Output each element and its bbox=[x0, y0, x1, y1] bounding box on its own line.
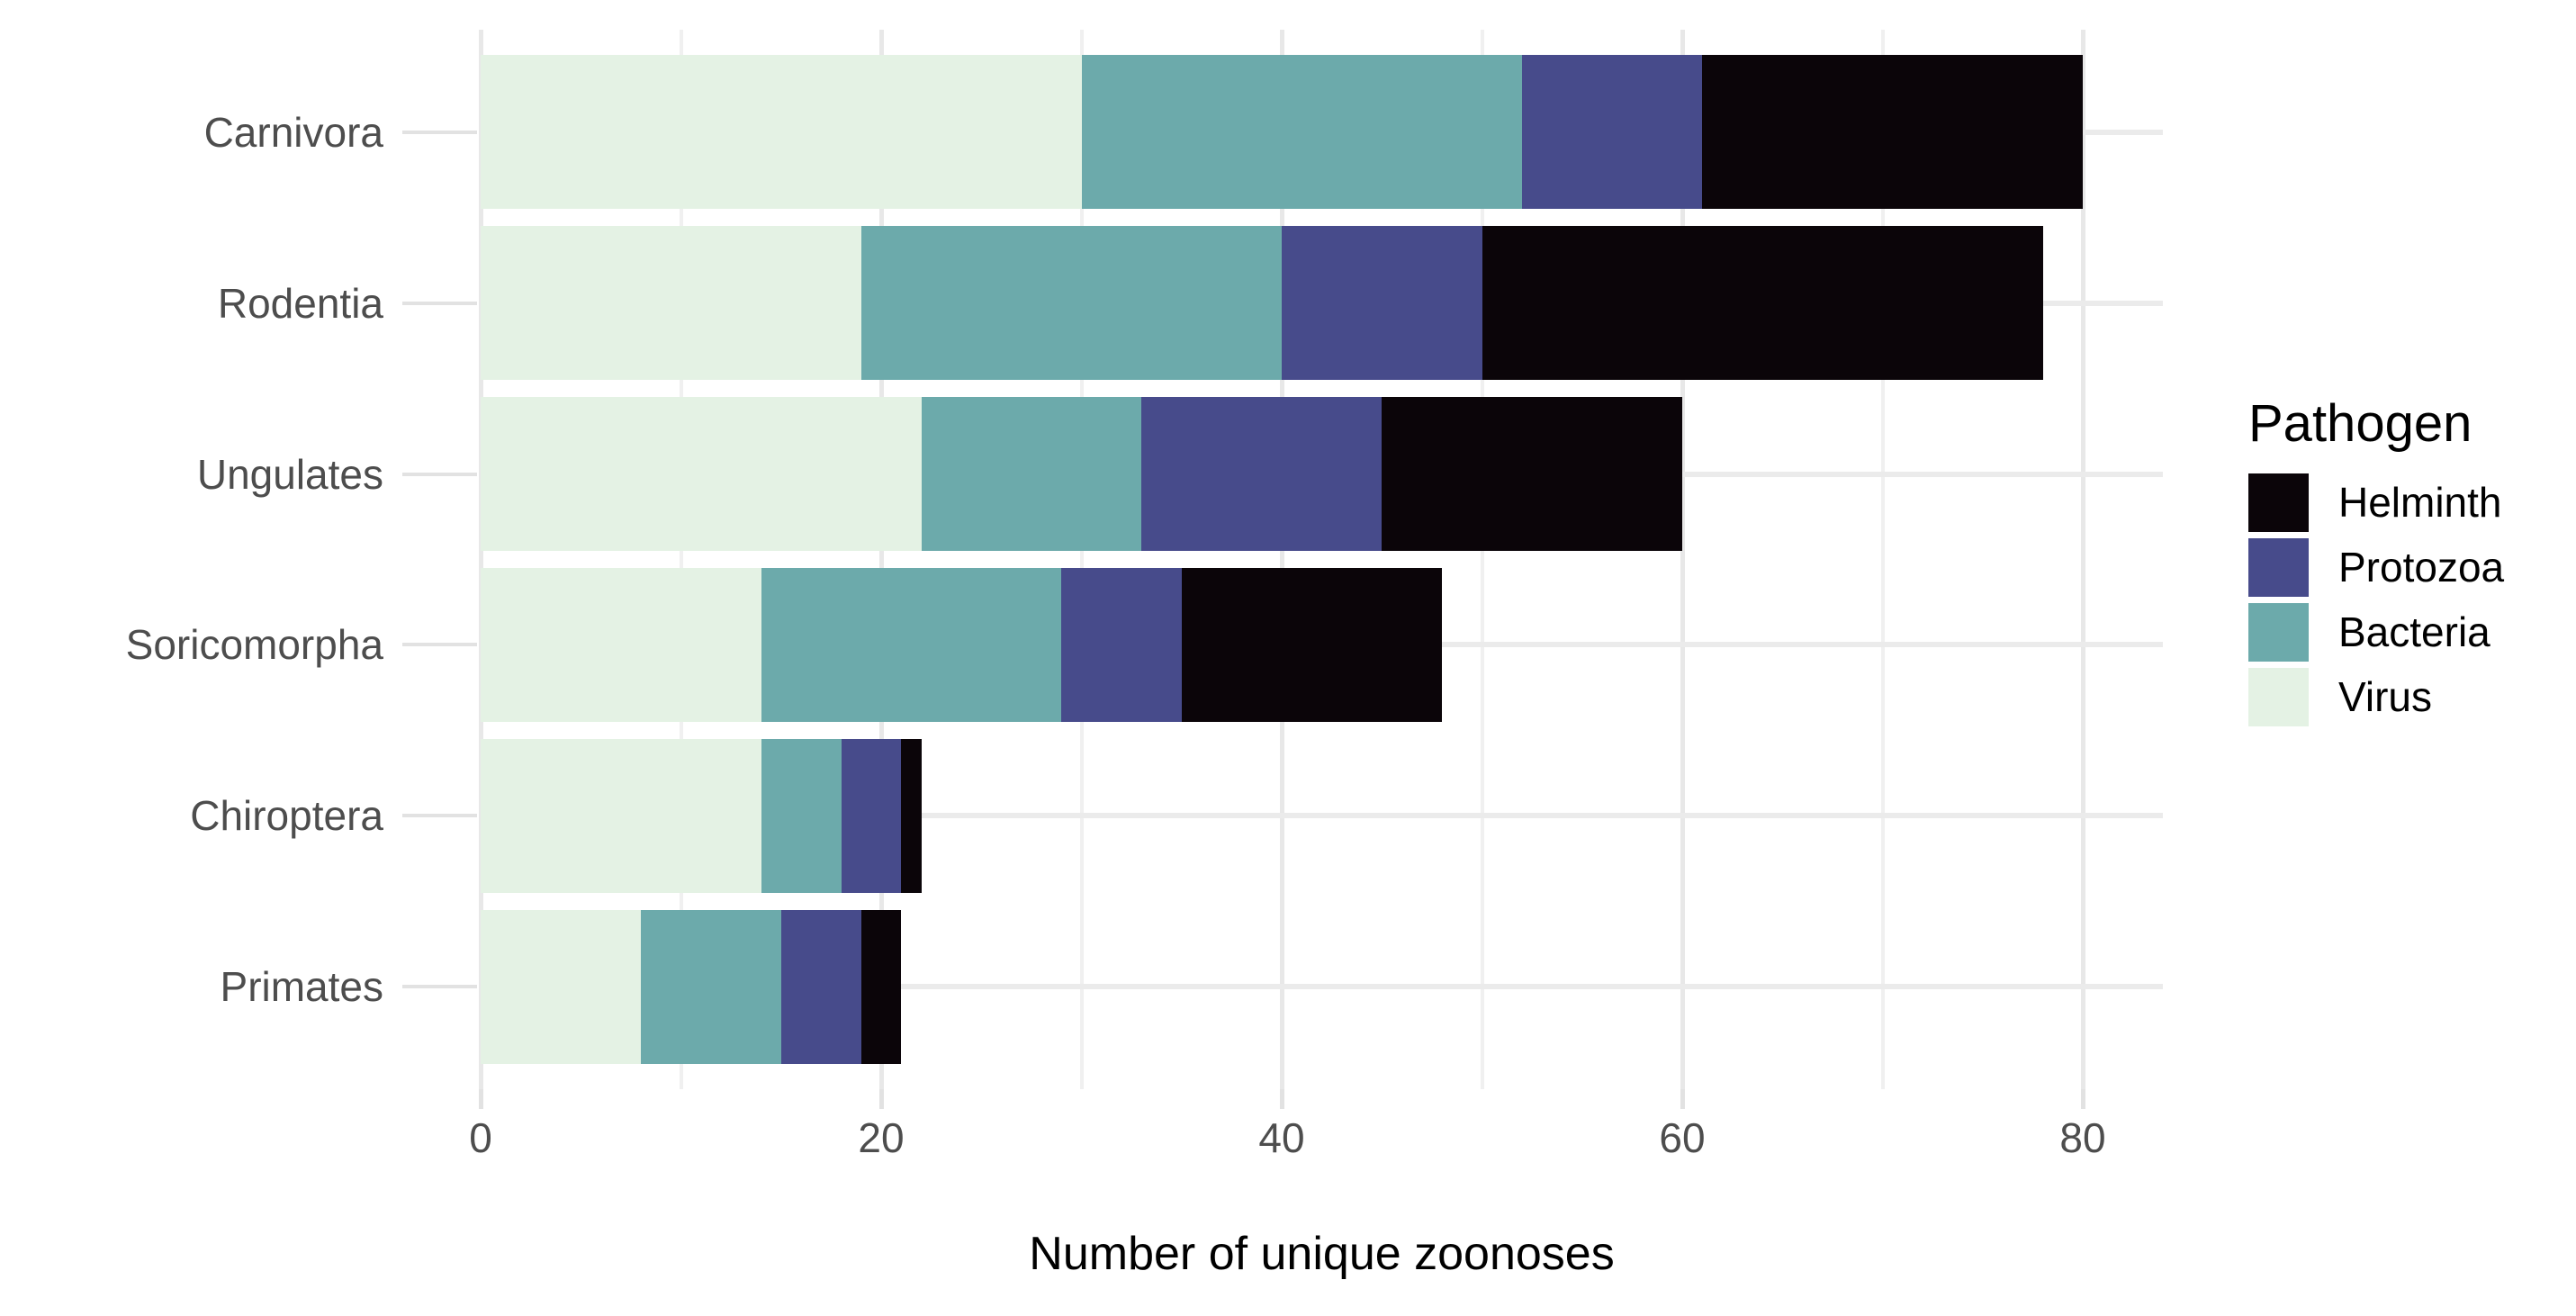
bar-segment-virus-carnivora bbox=[481, 55, 1082, 210]
x-axis-tick-label-80: 80 bbox=[2059, 1114, 2106, 1161]
bar-segment-protozoa-rodentia bbox=[1282, 226, 1482, 381]
bar-segment-helminth-rodentia bbox=[1482, 226, 2043, 381]
y-tick-chiroptera bbox=[402, 814, 477, 818]
bar-segment-protozoa-soricomorpha bbox=[1061, 567, 1182, 722]
bar-segment-bacteria-primates bbox=[641, 909, 781, 1064]
gridline-minor-x-30 bbox=[1079, 30, 1084, 1089]
y-tick-primates bbox=[402, 985, 477, 989]
bar-segment-virus-primates bbox=[481, 909, 641, 1064]
y-tick-carnivora bbox=[402, 130, 477, 134]
gridline-major-x-40 bbox=[1279, 30, 1284, 1089]
x-tick-40 bbox=[1279, 1089, 1284, 1109]
gridline-major-x-0 bbox=[478, 30, 483, 1089]
bar-segment-bacteria-rodentia bbox=[860, 226, 1282, 381]
bar-segment-helminth-ungulates bbox=[1382, 397, 1682, 552]
y-axis-label-chiroptera: Chiroptera bbox=[190, 792, 383, 840]
gridline-y-chiroptera bbox=[481, 813, 2163, 819]
y-axis-label-carnivora: Carnivora bbox=[203, 108, 383, 156]
bar-segment-protozoa-chiroptera bbox=[841, 738, 902, 893]
bar-segment-helminth-soricomorpha bbox=[1181, 567, 1442, 722]
legend: Pathogen Helminth Protozoa Bacteria Virus bbox=[2248, 394, 2504, 733]
gridline-minor-x-10 bbox=[679, 30, 683, 1089]
y-tick-ungulates bbox=[402, 472, 477, 476]
bar-segment-virus-soricomorpha bbox=[481, 567, 761, 722]
x-tick-0 bbox=[478, 1089, 483, 1109]
legend-key-virus bbox=[2248, 668, 2309, 726]
y-axis-label-primates: Primates bbox=[220, 963, 383, 1011]
x-tick-60 bbox=[1680, 1089, 1685, 1109]
x-tick-20 bbox=[878, 1089, 884, 1109]
legend-key-protozoa bbox=[2248, 538, 2309, 597]
x-axis-tick-label-0: 0 bbox=[469, 1114, 492, 1161]
bar-segment-bacteria-carnivora bbox=[1081, 55, 1522, 210]
legend-entry-bacteria: Bacteria bbox=[2248, 603, 2504, 662]
y-axis-label-ungulates: Ungulates bbox=[196, 450, 383, 498]
legend-key-bacteria bbox=[2248, 603, 2309, 662]
bar-segment-helminth-primates bbox=[860, 909, 902, 1064]
x-axis-tick-label-60: 60 bbox=[1659, 1114, 1706, 1161]
y-axis-label-rodentia: Rodentia bbox=[217, 279, 383, 327]
bar-segment-protozoa-primates bbox=[780, 909, 861, 1064]
legend-label-helminth: Helminth bbox=[2338, 479, 2502, 526]
gridline-major-x-60 bbox=[1680, 30, 1685, 1089]
legend-entry-virus: Virus bbox=[2248, 668, 2504, 726]
x-tick-80 bbox=[2080, 1089, 2085, 1109]
legend-entry-protozoa: Protozoa bbox=[2248, 538, 2504, 597]
legend-key-helminth bbox=[2248, 473, 2309, 532]
legend-entries: Helminth Protozoa Bacteria Virus bbox=[2248, 473, 2504, 726]
bar-segment-helminth-carnivora bbox=[1702, 55, 2083, 210]
gridline-minor-x-70 bbox=[1880, 30, 1885, 1089]
bar-segment-virus-ungulates bbox=[481, 397, 922, 552]
x-axis-title: Number of unique zoonoses bbox=[1029, 1228, 1615, 1280]
bar-segment-virus-chiroptera bbox=[481, 738, 761, 893]
legend-label-bacteria: Bacteria bbox=[2338, 608, 2490, 655]
x-axis-tick-label-20: 20 bbox=[858, 1114, 905, 1161]
bar-segment-bacteria-soricomorpha bbox=[761, 567, 1062, 722]
bar-segment-virus-rodentia bbox=[481, 226, 861, 381]
y-axis-label-soricomorpha: Soricomorpha bbox=[125, 621, 383, 669]
gridline-major-x-80 bbox=[2080, 30, 2085, 1089]
gridline-major-x-20 bbox=[878, 30, 884, 1089]
gridline-minor-x-50 bbox=[1480, 30, 1484, 1089]
legend-entry-helminth: Helminth bbox=[2248, 473, 2504, 532]
x-axis-tick-label-40: 40 bbox=[1258, 1114, 1305, 1161]
y-tick-soricomorpha bbox=[402, 643, 477, 647]
gridline-y-primates bbox=[481, 984, 2163, 990]
bar-segment-protozoa-ungulates bbox=[1141, 397, 1383, 552]
y-tick-rodentia bbox=[402, 301, 477, 305]
bar-segment-bacteria-chiroptera bbox=[761, 738, 842, 893]
legend-label-virus: Virus bbox=[2338, 673, 2432, 720]
bar-segment-protozoa-carnivora bbox=[1522, 55, 1703, 210]
bar-segment-helminth-chiroptera bbox=[901, 738, 922, 893]
legend-title: Pathogen bbox=[2248, 394, 2472, 453]
bar-segment-bacteria-ungulates bbox=[921, 397, 1142, 552]
legend-label-protozoa: Protozoa bbox=[2338, 544, 2505, 590]
